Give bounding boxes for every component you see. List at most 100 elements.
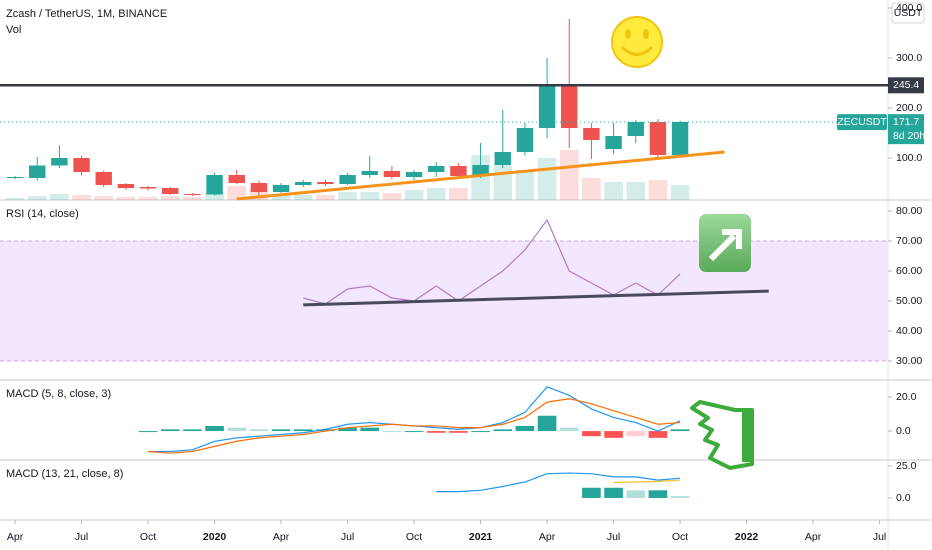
histogram-bar	[604, 431, 623, 438]
x-tick-label: Apr	[273, 531, 290, 543]
x-tick-label: Apr	[539, 531, 556, 543]
pane-title: RSI (14, close)	[6, 208, 79, 220]
volume-bar	[382, 193, 402, 200]
candle-body	[295, 182, 312, 185]
x-tick-label: Jul	[607, 531, 620, 543]
volume-bar	[205, 192, 224, 200]
x-tick-label: Oct	[406, 531, 422, 543]
volume-bar	[515, 170, 535, 200]
volume-bar	[648, 180, 668, 200]
candle-body	[383, 171, 401, 177]
hline-label-bg	[888, 77, 924, 94]
histogram-bar	[604, 487, 623, 498]
candle-body	[51, 158, 68, 166]
volume-bar	[537, 158, 557, 200]
histogram-bar	[293, 429, 313, 432]
icons	[611, 16, 754, 470]
volume-bar	[293, 195, 313, 200]
candle-body	[627, 122, 644, 136]
histogram-bar	[382, 431, 402, 433]
volume-bar	[271, 194, 291, 200]
histogram-bar	[626, 490, 646, 498]
rsi-line	[303, 218, 681, 305]
candle-body	[139, 187, 157, 189]
candle-body	[605, 136, 622, 149]
histogram-bar	[449, 431, 468, 433]
chart-title: Zcash / TetherUS, 1M, BINANCE	[6, 8, 167, 20]
y-tick-label: 50.00	[896, 295, 922, 307]
volume-bar	[94, 196, 114, 200]
x-tick-label: 2022	[735, 531, 759, 543]
histogram-bar	[205, 425, 224, 432]
smiley-icon	[611, 16, 663, 68]
macd-line	[613, 479, 681, 484]
histogram-bar	[648, 431, 668, 438]
histogram-bar	[582, 487, 601, 498]
histogram-bar	[582, 431, 601, 437]
volume-bar	[50, 194, 69, 200]
volume-bar	[116, 197, 136, 200]
histogram-bar	[183, 429, 202, 432]
pane-title: MACD (13, 21, close, 8)	[6, 468, 123, 480]
candle-body	[516, 128, 534, 152]
volume-bar	[582, 178, 601, 200]
volume-bar	[360, 192, 380, 200]
volume-label: Vol	[6, 24, 21, 36]
histogram-bar	[271, 429, 291, 432]
histogram-bar	[559, 427, 579, 432]
symbol-label: ZECUSDT	[837, 116, 887, 128]
candle-body	[583, 128, 600, 140]
histogram-bar	[338, 427, 357, 432]
candle-body	[206, 175, 223, 195]
volume-bar	[670, 185, 690, 200]
currency-box	[891, 2, 925, 24]
volume-bar	[559, 150, 579, 200]
symbol-label-bg	[837, 114, 887, 131]
candle-body	[73, 158, 90, 172]
histogram-bar	[249, 429, 269, 432]
histogram-bar	[138, 431, 158, 433]
y-tick-label: 70.00	[896, 235, 922, 247]
macd-line	[148, 386, 681, 453]
candle-body	[29, 165, 46, 178]
histogram-bar	[227, 427, 247, 432]
candle-body	[450, 166, 467, 176]
volume-bar	[160, 196, 180, 200]
volume-bar	[5, 198, 25, 200]
candle-body	[494, 152, 511, 165]
histogram-bar	[471, 431, 490, 433]
last-price-label: 171.7	[893, 116, 919, 128]
trendline	[236, 150, 725, 201]
volume-bar	[27, 196, 47, 200]
volume-bar	[138, 197, 158, 200]
last-price-bg	[888, 114, 924, 145]
x-tick-label: 2021	[469, 531, 493, 543]
histogram-bar	[493, 429, 513, 432]
histogram-bar	[670, 496, 690, 498]
histogram-bar	[515, 425, 535, 432]
x-tick-label: Apr	[7, 531, 24, 543]
y-tick-label: 0.0	[896, 425, 911, 437]
x-tick-label: Oct	[672, 531, 688, 543]
candle-body	[162, 188, 179, 194]
x-tick-label: Apr	[805, 531, 822, 543]
hline-label: 245.4	[893, 79, 919, 91]
y-tick-label: 60.00	[896, 265, 922, 277]
y-tick-label: 200.0	[896, 102, 922, 114]
x-tick-label: Jul	[341, 531, 354, 543]
histogram-bar	[360, 427, 380, 432]
candle-body	[428, 166, 445, 172]
volume-bar	[316, 195, 335, 200]
candle-body	[272, 185, 290, 192]
candle-body	[361, 171, 378, 175]
histogram-bar	[426, 431, 446, 433]
volume-bar	[426, 188, 446, 200]
volume-bar	[449, 188, 468, 200]
y-tick-label: 0.0	[896, 492, 911, 504]
x-tick-label: Oct	[140, 531, 156, 543]
y-tick-label: 20.0	[896, 391, 917, 403]
marks	[0, 19, 888, 498]
arrow-icon	[699, 214, 751, 272]
